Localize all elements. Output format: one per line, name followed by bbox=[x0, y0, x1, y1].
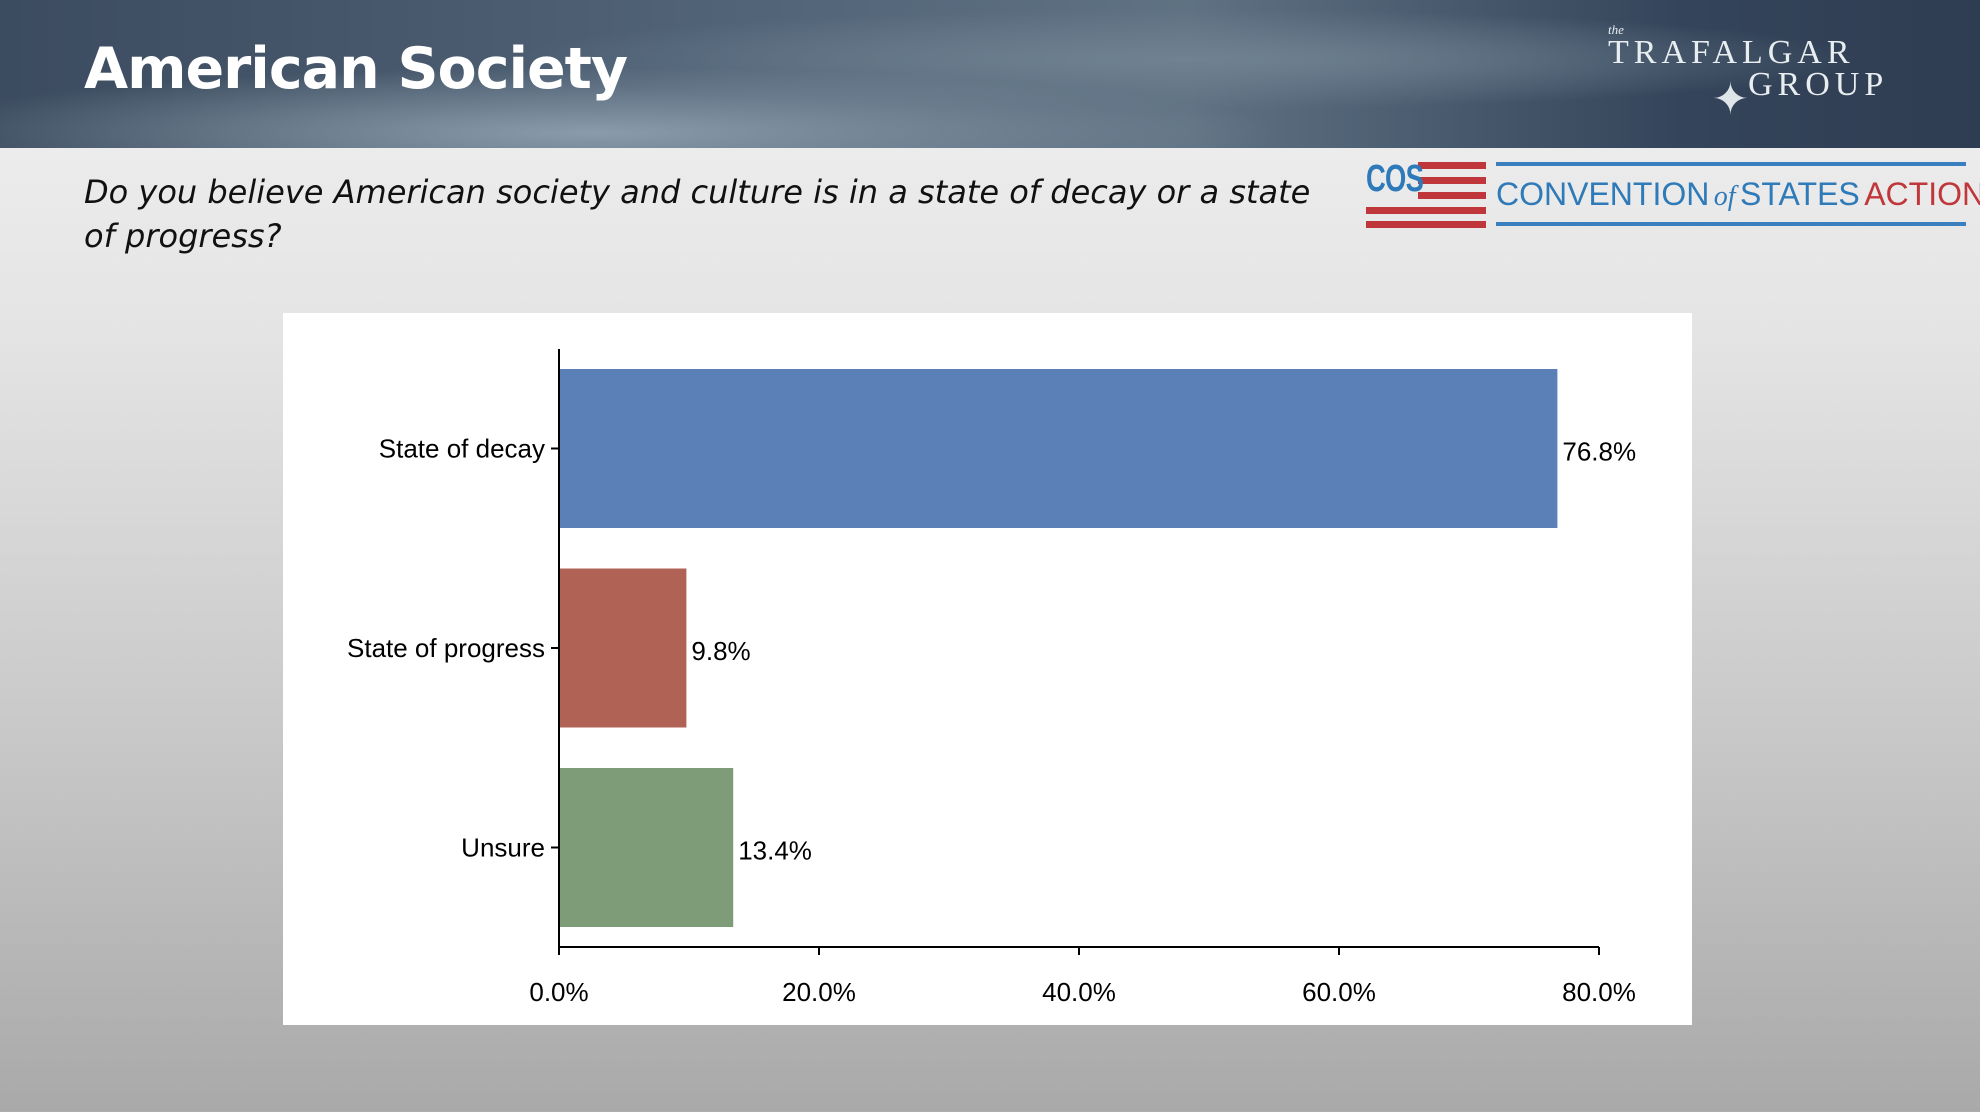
logo-the: the bbox=[1608, 22, 1624, 37]
cos-name-3: ACTION bbox=[1864, 176, 1980, 212]
x-tick-label: 80.0% bbox=[1562, 977, 1636, 1007]
logo-line2: GROUP bbox=[1748, 66, 1889, 103]
logo-line1: TRAFALGAR bbox=[1608, 34, 1855, 71]
bar-1 bbox=[559, 568, 687, 728]
x-tick-label: 60.0% bbox=[1302, 977, 1376, 1007]
category-label: State of progress bbox=[347, 633, 545, 663]
x-tick-label: 20.0% bbox=[782, 977, 856, 1007]
cos-name-of: of bbox=[1713, 181, 1736, 212]
bar-0 bbox=[559, 369, 1558, 528]
bar-2 bbox=[559, 768, 734, 927]
x-tick-label: 0.0% bbox=[529, 977, 588, 1007]
compass-star-icon: ✦ bbox=[1712, 75, 1749, 124]
header-banner: American Society the TRAFALGAR ✦ GROUP bbox=[0, 0, 1980, 148]
chart-panel: State of decay 76.8% State of progress 9.8%… bbox=[283, 313, 1692, 1025]
cos-name-1: CONVENTION bbox=[1496, 176, 1710, 212]
trafalgar-group-logo: the TRAFALGAR ✦ GROUP bbox=[1600, 22, 1900, 127]
cos-flag-logo: COS bbox=[1366, 158, 1486, 228]
bar-chart: State of decay 76.8% State of progress 9.8%… bbox=[347, 349, 1636, 1007]
data-label: 76.8% bbox=[1562, 437, 1636, 467]
cos-abbr: COS bbox=[1366, 158, 1424, 200]
category-label: Unsure bbox=[461, 833, 545, 863]
data-label: 13.4% bbox=[738, 836, 812, 866]
category-label: State of decay bbox=[379, 434, 545, 464]
cos-name-2: STATES bbox=[1740, 176, 1860, 212]
data-label: 9.8% bbox=[691, 636, 750, 666]
page-title: American Society bbox=[84, 36, 628, 102]
survey-question: Do you believe American society and cult… bbox=[84, 173, 1311, 255]
convention-of-states-logo: CONVENTION of STATES ACTION bbox=[1496, 162, 1980, 226]
x-tick-label: 40.0% bbox=[1042, 977, 1116, 1007]
